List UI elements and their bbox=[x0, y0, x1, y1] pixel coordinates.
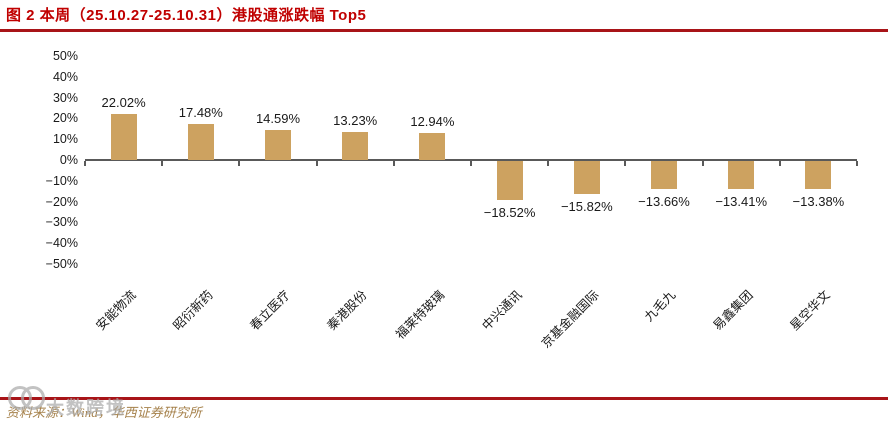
watermark-logo-icon bbox=[21, 386, 45, 410]
x-axis-tick bbox=[392, 161, 395, 166]
source-note: 资料来源：Wind，华西证券研究所 bbox=[6, 405, 202, 420]
category-label-text: 星空华文 bbox=[787, 287, 834, 334]
value-label: −13.41% bbox=[715, 193, 768, 209]
value-label: −15.82% bbox=[560, 198, 613, 214]
value-label: −13.66% bbox=[638, 194, 690, 210]
y-axis-tick-label: 0% bbox=[59, 153, 78, 167]
value-label: 14.59% bbox=[255, 110, 301, 126]
x-axis-tick bbox=[624, 161, 627, 166]
bar bbox=[110, 114, 137, 160]
value-label: 12.94% bbox=[410, 114, 455, 130]
x-axis-tick bbox=[238, 161, 241, 166]
bar bbox=[728, 161, 755, 189]
category-label: 星空华文 bbox=[650, 285, 833, 333]
bar bbox=[496, 161, 523, 200]
value-label: 13.23% bbox=[333, 113, 378, 129]
value-label: 17.48% bbox=[178, 104, 223, 120]
figure-title: 图 2 本周（25.10.27-25.10.31）港股通涨跌幅 Top5 bbox=[6, 7, 367, 24]
footer-rule bbox=[0, 397, 888, 400]
y-axis-tick-label: 50% bbox=[52, 49, 78, 63]
bar bbox=[187, 123, 214, 160]
x-axis-tick bbox=[778, 161, 781, 166]
x-axis-line bbox=[85, 159, 857, 161]
bar bbox=[651, 161, 677, 190]
bar-chart: 50% 40% 30% 20% 10% 0% −10% −20% −30% −40% −50% 22.… bbox=[45, 49, 858, 351]
x-axis-tick bbox=[856, 161, 858, 166]
y-axis-tick-label: 40% bbox=[52, 69, 78, 84]
y-axis-tick-label: −10% bbox=[45, 173, 78, 188]
y-axis-tick-label: 10% bbox=[52, 132, 78, 147]
value-label: −13.38% bbox=[792, 193, 845, 209]
bar bbox=[419, 133, 446, 160]
y-axis-tick-label: −30% bbox=[45, 215, 78, 230]
bar bbox=[805, 161, 832, 189]
bar bbox=[265, 129, 291, 160]
x-axis-tick bbox=[547, 161, 550, 166]
x-axis-tick bbox=[701, 161, 704, 166]
y-axis-tick-label: 30% bbox=[52, 90, 78, 105]
y-axis-tick-label: −20% bbox=[45, 194, 78, 209]
y-axis-tick-label: −50% bbox=[45, 257, 78, 271]
watermark-text: 大数跨境 bbox=[46, 398, 126, 418]
bar bbox=[342, 132, 369, 160]
title-rule bbox=[0, 29, 888, 32]
y-axis-tick-label: 20% bbox=[52, 111, 78, 126]
x-axis-tick bbox=[84, 161, 86, 166]
value-label: −18.52% bbox=[483, 204, 536, 220]
value-label: 22.02% bbox=[101, 95, 146, 111]
x-axis-tick bbox=[161, 161, 164, 166]
x-axis-tick bbox=[315, 161, 318, 166]
bar bbox=[573, 161, 600, 194]
x-axis-tick bbox=[470, 161, 472, 166]
y-axis-tick-label: −40% bbox=[45, 236, 78, 251]
